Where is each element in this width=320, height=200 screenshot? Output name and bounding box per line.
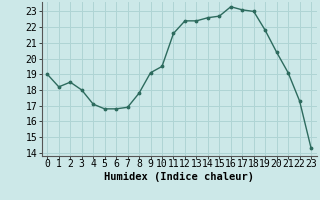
X-axis label: Humidex (Indice chaleur): Humidex (Indice chaleur): [104, 172, 254, 182]
